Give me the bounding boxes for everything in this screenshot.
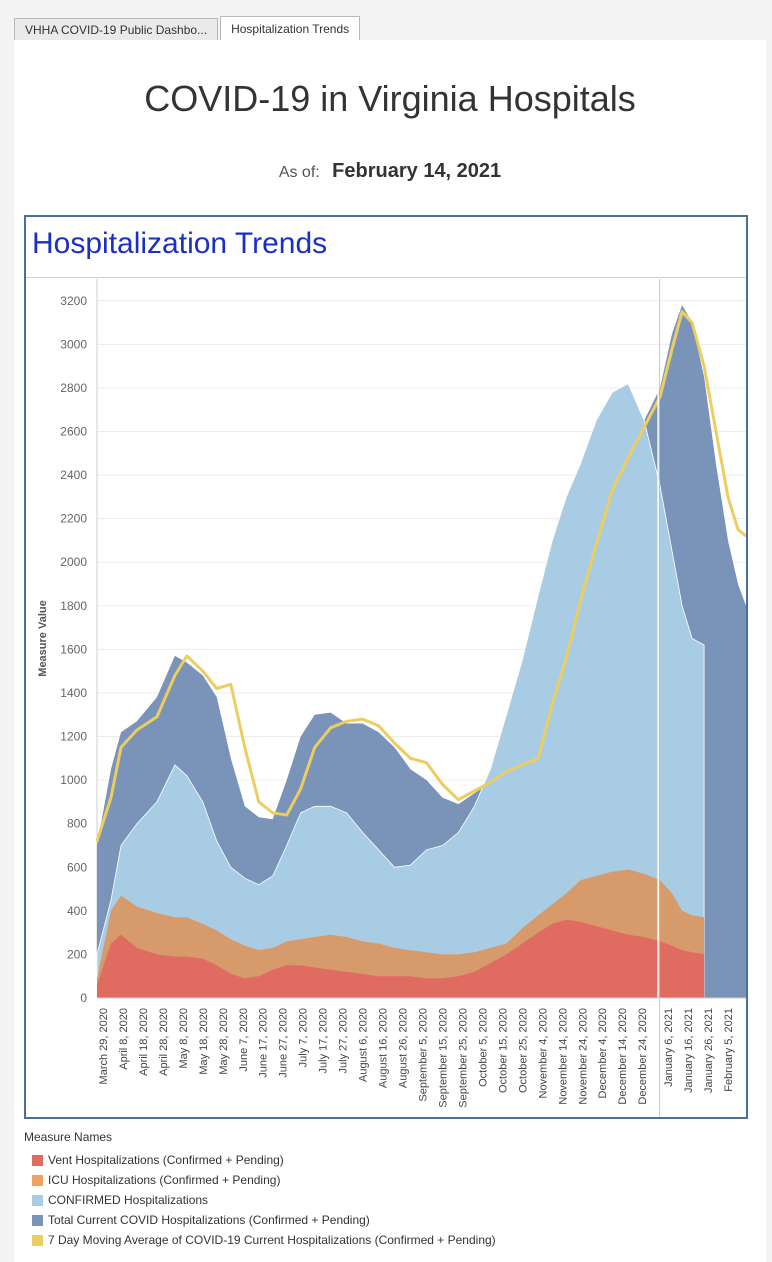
x-tick-label: January 26, 2021 [703,1008,715,1093]
y-tick-label: 800 [67,817,87,831]
legend-swatch [32,1194,43,1206]
panel-title: Hospitalization Trends [32,227,328,260]
x-tick-label: August 6, 2020 [358,1008,370,1082]
y-tick-label: 2200 [60,512,87,526]
x-tick-label: August 16, 2020 [378,1008,390,1088]
legend-swatch [32,1234,43,1246]
x-tick-label: February 5, 2021 [723,1008,735,1092]
x-tick-label: October 5, 2020 [477,1008,489,1087]
legend: Measure Names Vent Hospitalizations (Con… [24,1130,496,1250]
hospitalization-trends-panel: Hospitalization Trends 0 200 400 600 800 1000… [24,215,748,1119]
legend-item-moving-average[interactable]: 7 Day Moving Average of COVID-19 Current… [24,1230,496,1250]
legend-item-icu[interactable]: ICU Hospitalizations (Confirmed + Pendin… [24,1170,496,1190]
tab-public-dashboard[interactable]: VHHA COVID-19 Public Dashbo... [14,18,219,40]
y-tick-label: 3000 [60,337,87,351]
as-of: As of: February 14, 2021 [14,160,766,183]
legend-label: ICU Hospitalizations (Confirmed + Pendin… [48,1173,281,1187]
hospitalization-chart[interactable]: 0 200 400 600 800 1000 1200 1400 1600 1800 2000 220… [26,217,746,1117]
x-tick-label: September 5, 2020 [418,1008,430,1102]
tab-bar: VHHA COVID-19 Public Dashbo... Hospitali… [14,16,362,40]
x-tick-label: July 27, 2020 [338,1008,350,1073]
as-of-label: As of: [278,164,320,181]
x-tick-label: August 26, 2020 [398,1008,410,1088]
y-tick-label: 1200 [60,730,87,744]
x-tick-label: March 29, 2020 [98,1008,110,1084]
area-vent [97,919,705,998]
x-tick-label: July 7, 2020 [298,1008,310,1067]
y-tick-label: 1600 [60,642,87,656]
legend-swatch [32,1214,43,1226]
x-tick-label: October 15, 2020 [497,1008,509,1093]
y-tick-label: 2000 [60,555,87,569]
dashboard-page: COVID-19 in Virginia Hospitals As of: Fe… [14,40,766,1262]
x-tick-label: October 25, 2020 [517,1008,529,1093]
as-of-date: February 14, 2021 [332,160,502,182]
y-tick-label: 600 [67,860,87,874]
x-tick-label: May 18, 2020 [198,1008,210,1075]
x-tick-label: May 28, 2020 [218,1008,230,1075]
x-tick-label: July 17, 2020 [318,1008,330,1073]
legend-label: 7 Day Moving Average of COVID-19 Current… [48,1233,496,1247]
y-tick-label: 200 [67,947,87,961]
y-tick-label: 1800 [60,599,87,613]
page-title: COVID-19 in Virginia Hospitals [144,78,636,119]
y-tick-label: 2600 [60,425,87,439]
x-tick-label: January 16, 2021 [683,1008,695,1093]
y-tick-label: 3200 [60,294,87,308]
tab-hospitalization-trends[interactable]: Hospitalization Trends [220,16,361,40]
x-tick-label: April 28, 2020 [158,1008,170,1076]
x-tick-label: April 18, 2020 [138,1008,150,1076]
x-tick-label: June 17, 2020 [258,1008,270,1078]
legend-swatch [32,1154,43,1166]
x-tick-label: November 24, 2020 [577,1008,589,1105]
x-tick-label: December 24, 2020 [637,1008,649,1105]
legend-item-total[interactable]: Total Current COVID Hospitalizations (Co… [24,1210,496,1230]
x-tick-label: December 14, 2020 [617,1008,629,1105]
y-tick-label: 400 [67,904,87,918]
y-tick-label: 1000 [60,773,87,787]
x-tick-label: June 27, 2020 [278,1008,290,1078]
x-tick-label: January 6, 2021 [663,1008,675,1087]
y-axis-title: Measure Value [37,600,49,676]
legend-item-vent[interactable]: Vent Hospitalizations (Confirmed + Pendi… [24,1150,496,1170]
legend-swatch [32,1174,43,1186]
legend-item-confirmed[interactable]: CONFIRMED Hospitalizations [24,1190,496,1210]
x-tick-label: May 8, 2020 [178,1008,190,1069]
x-tick-label: November 14, 2020 [557,1008,569,1105]
x-tick-label: November 4, 2020 [537,1008,549,1099]
x-tick-label: April 8, 2020 [118,1008,130,1070]
legend-label: Vent Hospitalizations (Confirmed + Pendi… [48,1153,284,1167]
y-tick-label: 0 [80,991,87,1005]
x-tick-label: September 15, 2020 [438,1008,450,1108]
y-tick-label: 2800 [60,381,87,395]
x-tick-label: September 25, 2020 [457,1008,469,1108]
moving-average-line [95,310,746,842]
legend-label: Total Current COVID Hospitalizations (Co… [48,1213,370,1227]
x-tick-label: December 4, 2020 [597,1008,609,1099]
x-tick-label: June 7, 2020 [238,1008,250,1072]
panel-divider [26,277,746,278]
y-tick-label: 2400 [60,468,87,482]
y-tick-label: 1400 [60,686,87,700]
legend-title: Measure Names [24,1130,113,1144]
area-confirmed [96,383,705,999]
legend-label: CONFIRMED Hospitalizations [48,1193,209,1207]
